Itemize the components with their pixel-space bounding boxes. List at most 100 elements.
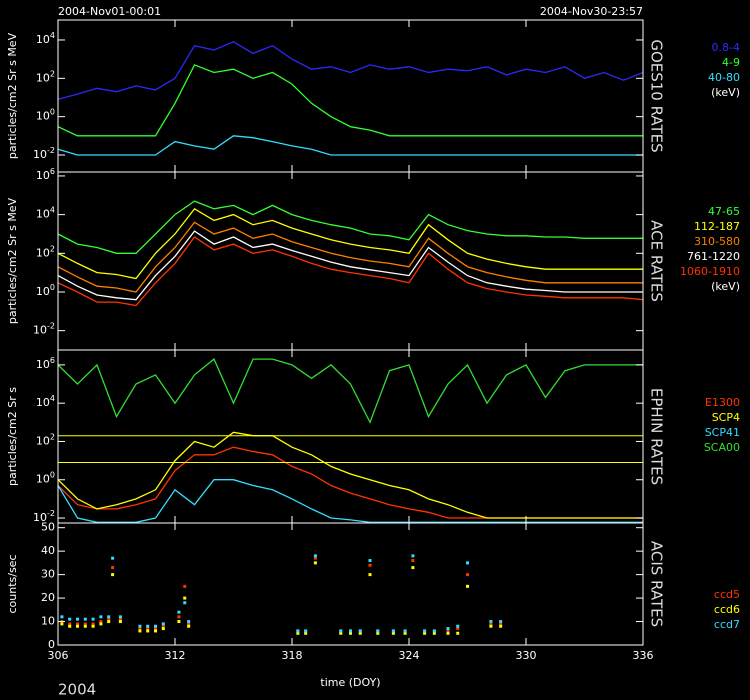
year: 2004	[58, 681, 96, 699]
scatter-point	[138, 629, 142, 633]
y-tick-label: 50	[41, 521, 55, 534]
y-tick-label: 30	[41, 568, 55, 581]
scatter-point	[107, 620, 111, 624]
legend-entry: 4-9	[722, 56, 740, 69]
x-tick-label: 330	[516, 649, 537, 662]
scatter-point	[349, 631, 352, 635]
scatter-point	[91, 617, 95, 621]
scatter-point	[489, 622, 493, 626]
scatter-point	[466, 561, 469, 565]
scatter-point	[138, 624, 142, 628]
series-line	[57, 135, 643, 156]
series-line	[57, 41, 644, 100]
legend-entry: SCP4	[712, 411, 740, 424]
scatter-point	[111, 566, 115, 570]
scatter-point	[304, 631, 308, 635]
series-line	[57, 358, 643, 424]
x-tick-label: 324	[399, 649, 420, 662]
series-line	[57, 207, 643, 280]
legend-entry: 1060-1910	[680, 265, 740, 278]
scatter-point	[456, 627, 460, 631]
legend-entry: ccd5	[714, 588, 740, 601]
scatter-point	[499, 620, 503, 624]
scatter-point	[403, 629, 407, 633]
scatter-point	[76, 624, 79, 628]
scatter-point	[68, 617, 72, 621]
scatter-point	[339, 631, 343, 635]
scatter-point	[313, 561, 317, 565]
scatter-point	[161, 622, 165, 626]
scatter-point	[411, 554, 415, 558]
scatter-point	[499, 622, 503, 626]
scatter-point	[146, 624, 150, 628]
x-tick-label: 306	[48, 649, 69, 662]
scatter-point	[376, 631, 380, 635]
scatter-point	[111, 573, 115, 577]
series-line	[57, 431, 643, 519]
scatter-point	[146, 627, 150, 631]
x-tick-label: 336	[633, 649, 654, 662]
scatter-point	[304, 629, 308, 633]
scatter-point	[313, 554, 317, 558]
scatter-point	[83, 617, 87, 621]
legend-note: (keV)	[711, 86, 740, 99]
scatter-point	[118, 617, 122, 621]
scatter-point	[411, 566, 415, 570]
scatter-point	[99, 620, 103, 624]
scatter-point	[83, 624, 87, 628]
end-time: 2004-Nov30-23:57	[540, 5, 643, 18]
legend-entry: 0.8-4	[712, 41, 740, 54]
scatter-point	[183, 596, 187, 600]
scatter-point	[138, 627, 142, 631]
scatter-point	[154, 624, 157, 628]
scatter-point	[177, 615, 181, 619]
panel-title: GOES10 RATES	[648, 39, 666, 152]
x-tick-label: 312	[165, 649, 186, 662]
scatter-point	[313, 556, 317, 560]
scatter-point	[456, 624, 460, 628]
scatter-point	[489, 620, 493, 624]
panel-title: ACIS RATES	[648, 541, 666, 627]
scatter-point	[358, 631, 362, 635]
scatter-point	[99, 615, 103, 619]
scatter-point	[456, 631, 460, 635]
y-axis-label: particles/cm2 Sr s MeV	[6, 197, 19, 324]
scatter-point	[349, 629, 352, 633]
scatter-point	[68, 622, 72, 626]
scatter-point	[83, 622, 87, 626]
legend-note: (keV)	[711, 280, 740, 293]
y-axis-label: counts/sec	[6, 554, 19, 613]
series-line	[57, 221, 643, 293]
legend-entry: SCA00	[704, 441, 740, 454]
scatter-point	[391, 629, 395, 633]
scatter-point	[154, 627, 157, 631]
scatter-point	[154, 629, 157, 633]
legend-entry: 47-65	[708, 205, 740, 218]
panel-frame	[57, 522, 644, 646]
scatter-point	[187, 622, 191, 626]
scatter-point	[368, 563, 372, 567]
scatter-point	[368, 559, 372, 563]
y-axis-label: particles/cm2 Sr s	[6, 387, 19, 486]
y-tick-label: 0	[48, 638, 55, 651]
start-time: 2004-Nov01-00:01	[58, 5, 161, 18]
scatter-point	[161, 627, 165, 631]
scatter-point	[446, 627, 450, 631]
scatter-point	[177, 610, 181, 614]
scatter-point	[60, 622, 64, 626]
legend-entry: 40-80	[708, 71, 740, 84]
scatter-point	[432, 629, 436, 633]
scatter-point	[76, 622, 79, 626]
scatter-point	[466, 573, 469, 577]
panel-title: ACE RATES	[648, 220, 666, 302]
scatter-point	[111, 556, 115, 560]
x-tick-label: 318	[282, 649, 303, 662]
y-tick-label: 40	[41, 544, 55, 557]
scatter-point	[91, 622, 95, 626]
scatter-point	[499, 624, 503, 628]
scatter-point	[60, 615, 64, 619]
scatter-point	[76, 617, 79, 621]
scatter-point	[446, 631, 450, 635]
scatter-point	[423, 629, 427, 633]
